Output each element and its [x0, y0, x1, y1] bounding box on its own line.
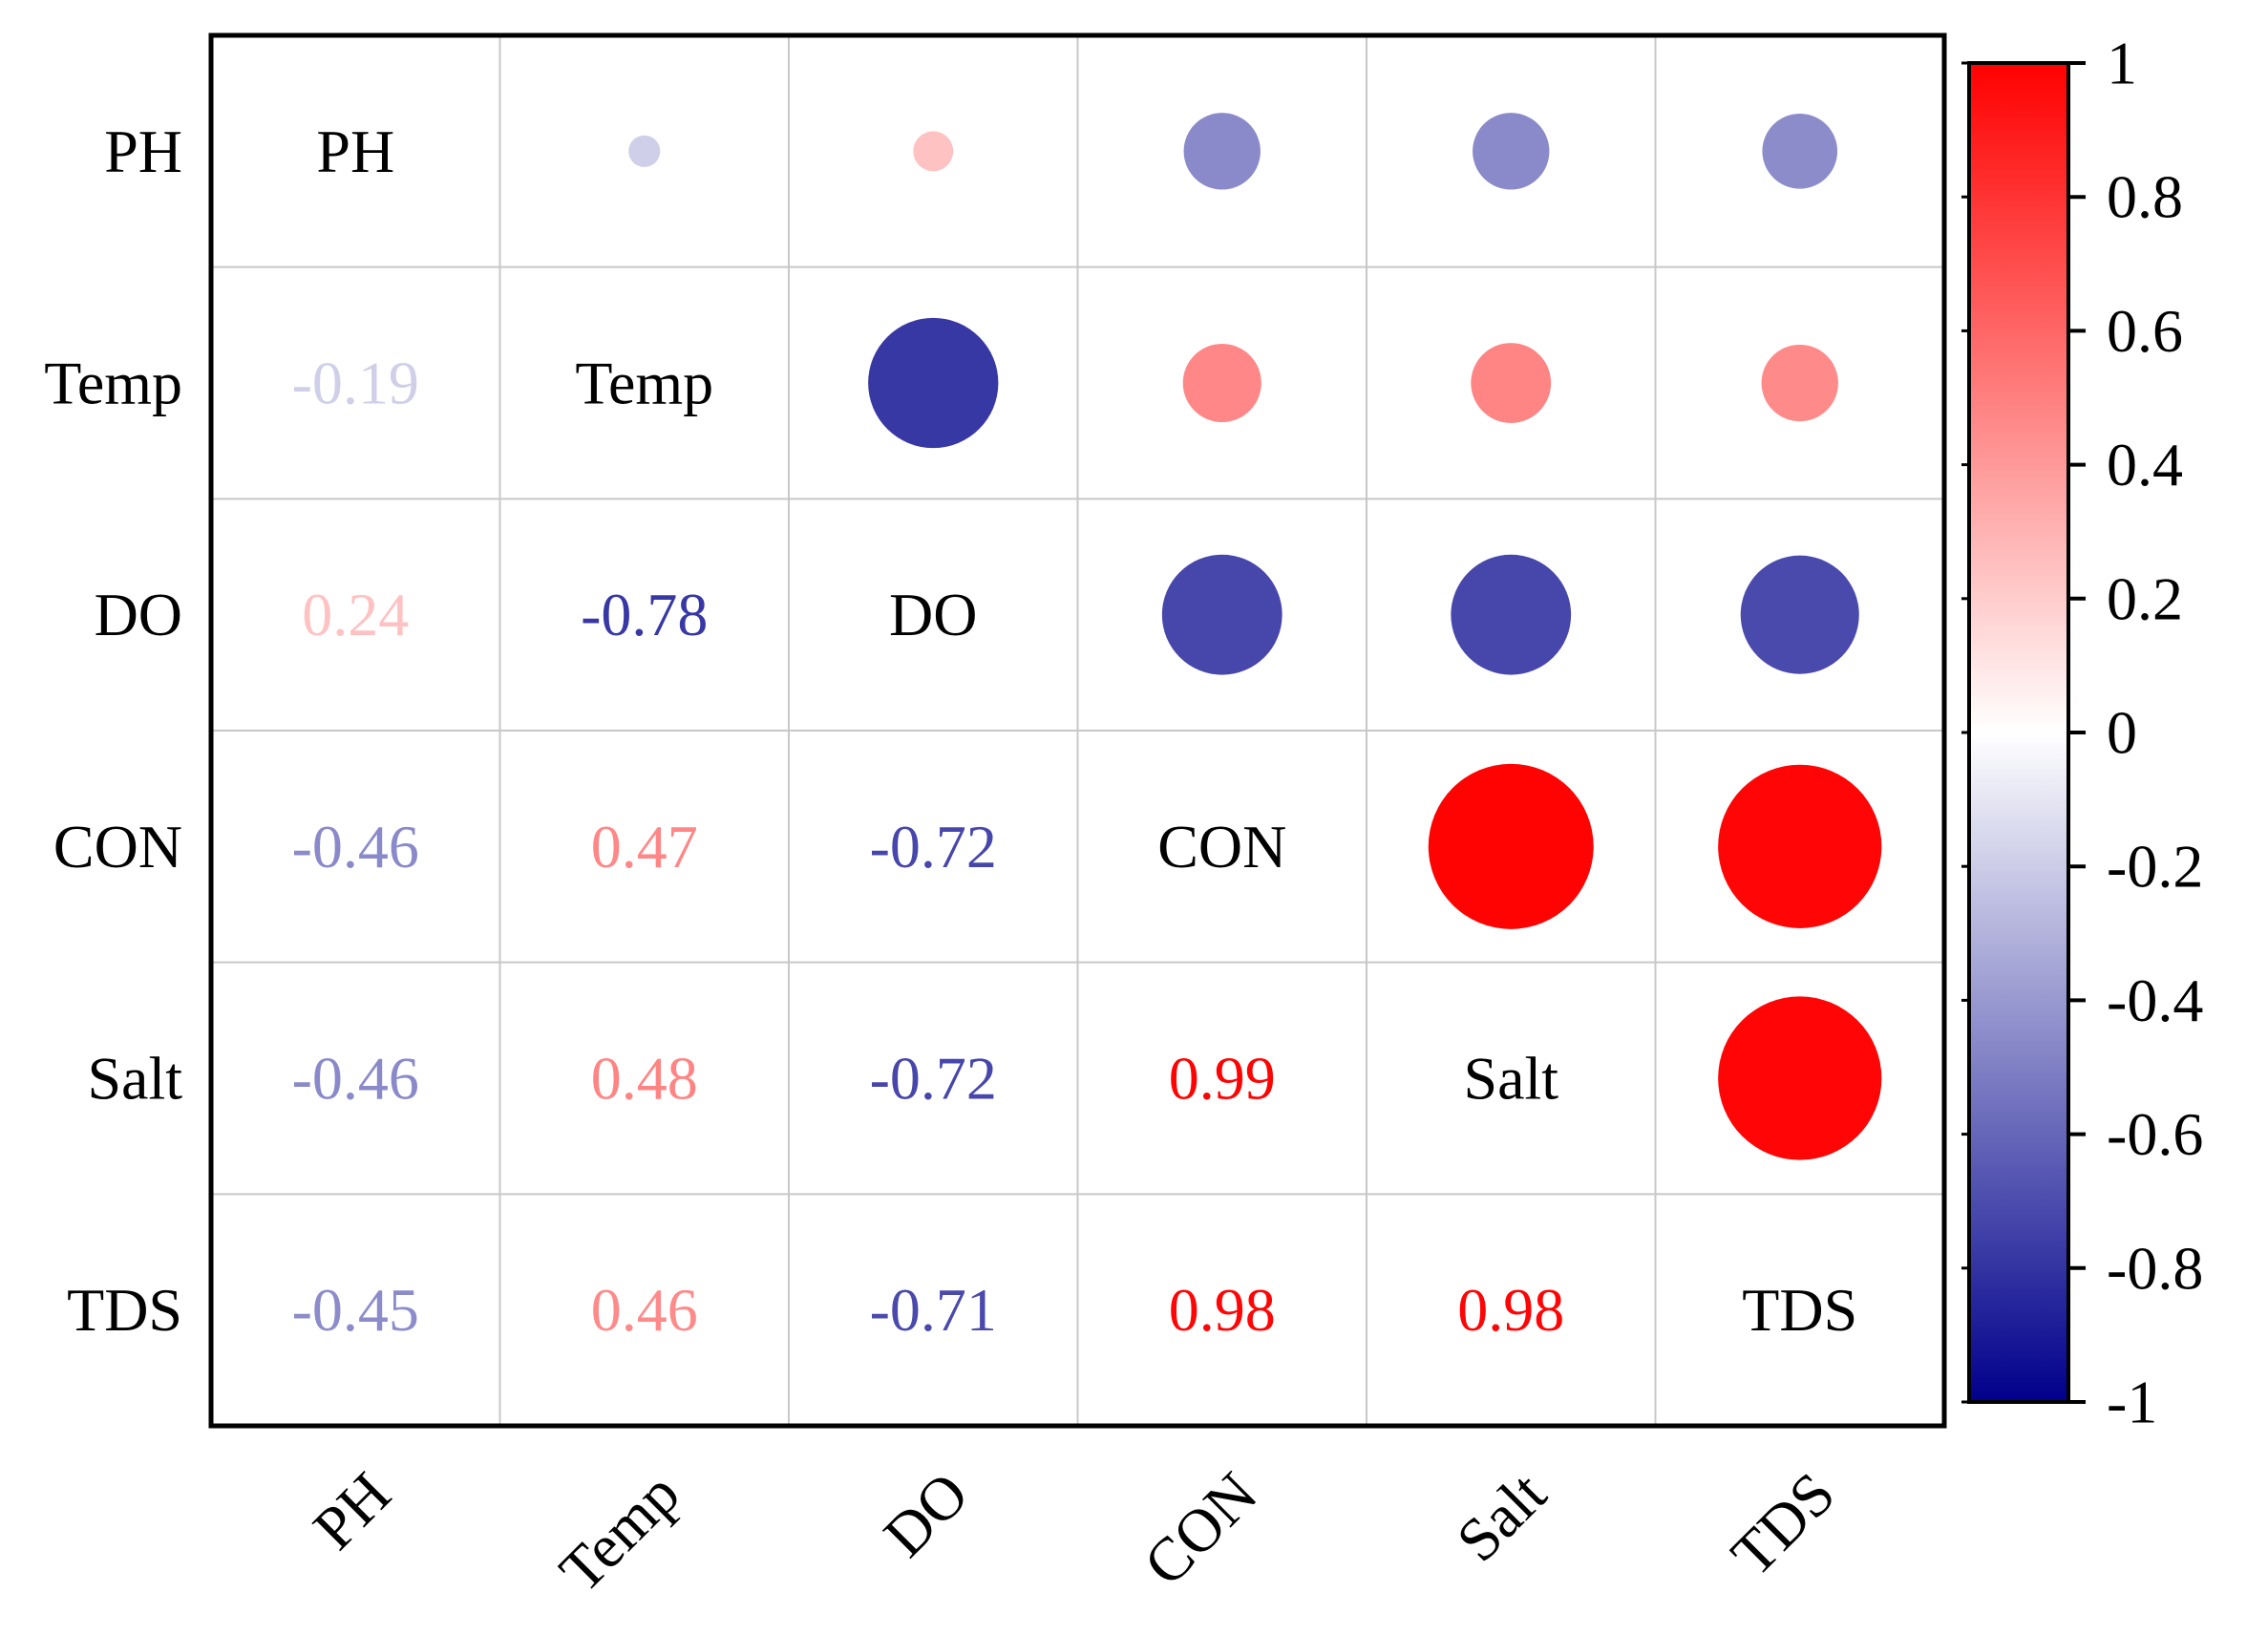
row-label-con: CON — [53, 813, 182, 881]
diagonal-label-tds: TDS — [1742, 1276, 1857, 1344]
corr-value-con-ph: -0.46 — [292, 813, 419, 881]
corr-circle-ph-con — [1183, 113, 1261, 190]
grid-lines — [211, 35, 1944, 1426]
corr-circle-temp-tds — [1761, 344, 1838, 422]
corr-value-salt-temp: 0.48 — [591, 1045, 698, 1113]
corr-circle-temp-con — [1182, 343, 1261, 423]
corr-circle-con-tds — [1718, 764, 1882, 928]
colorbar-tick-label: 1 — [2107, 30, 2137, 97]
row-labels: PH Temp DO CON Salt TDS — [44, 117, 182, 1344]
row-label-temp: Temp — [44, 350, 182, 417]
corr-value-salt-ph: -0.46 — [292, 1045, 419, 1113]
corr-circle-do-con — [1161, 554, 1282, 675]
corr-circle-con-salt — [1428, 763, 1594, 929]
colorbar-tick-label: -1 — [2107, 1369, 2157, 1436]
colorbar-tick-label: -0.4 — [2107, 966, 2203, 1034]
plot-frame — [208, 32, 1947, 1429]
diagonal-label-ph: PH — [316, 117, 394, 185]
colorbar-tick-label: 0.6 — [2107, 297, 2183, 365]
diagonal-label-do: DO — [889, 581, 977, 648]
colorbar-tick-label: -0.8 — [2107, 1234, 2203, 1302]
corr-value-tds-do: -0.71 — [870, 1276, 997, 1344]
corr-value-do-temp: -0.78 — [581, 581, 708, 648]
corr-circle-salt-tds — [1718, 996, 1882, 1160]
row-label-do: DO — [95, 581, 182, 648]
corr-value-tds-ph: -0.45 — [292, 1276, 419, 1344]
corr-circle-ph-temp — [628, 135, 661, 167]
corr-value-tds-con: 0.98 — [1169, 1276, 1276, 1344]
corr-circle-do-salt — [1451, 554, 1572, 675]
colorbar-tick-label: 0.8 — [2107, 163, 2183, 231]
corr-value-tds-salt: 0.98 — [1457, 1276, 1564, 1344]
corr-value-temp-ph: -0.19 — [292, 350, 419, 417]
corr-value-con-temp: 0.47 — [591, 813, 698, 881]
corr-value-salt-con: 0.99 — [1169, 1045, 1276, 1113]
diagonal-label-salt: Salt — [1463, 1045, 1558, 1113]
corr-value-do-ph: 0.24 — [302, 581, 409, 648]
corr-circle-do-tds — [1740, 555, 1859, 674]
diagonal-label-temp: Temp — [575, 350, 713, 417]
corr-value-salt-do: -0.72 — [870, 1045, 997, 1113]
corr-circle-ph-tds — [1762, 114, 1838, 189]
corr-circle-ph-do — [913, 131, 954, 172]
corr-value-con-do: -0.72 — [870, 813, 997, 881]
colorbar-tick-label: -0.6 — [2107, 1100, 2203, 1168]
diagonal-label-con: CON — [1157, 813, 1286, 881]
row-label-salt: Salt — [87, 1045, 182, 1113]
row-label-tds: TDS — [67, 1276, 182, 1344]
corr-value-tds-temp: 0.46 — [591, 1276, 698, 1344]
colorbar: 1 0.8 0.6 0.4 0.2 0 -0.2 -0.4 -0.6 -0.8 -1 — [1961, 30, 2203, 1436]
colorbar-tick-label: 0.2 — [2107, 564, 2183, 632]
corr-circle-temp-salt — [1471, 343, 1552, 423]
corr-circle-temp-do — [868, 317, 999, 449]
colorbar-tick-label: 0 — [2107, 699, 2137, 767]
colorbar-ticks: 1 0.8 0.6 0.4 0.2 0 -0.2 -0.4 -0.6 -0.8 -1 — [1961, 30, 2203, 1436]
colorbar-tick-label: 0.4 — [2107, 431, 2183, 499]
colorbar-gradient — [1967, 61, 2070, 1404]
matrix-cells: PH -0.19 Temp 0.24 -0.78 DO -0.46 0.47 -0.72 CON -… — [292, 113, 1882, 1344]
row-label-ph: PH — [104, 117, 182, 185]
corr-circle-ph-salt — [1473, 113, 1550, 190]
colorbar-tick-label: -0.2 — [2107, 833, 2203, 901]
